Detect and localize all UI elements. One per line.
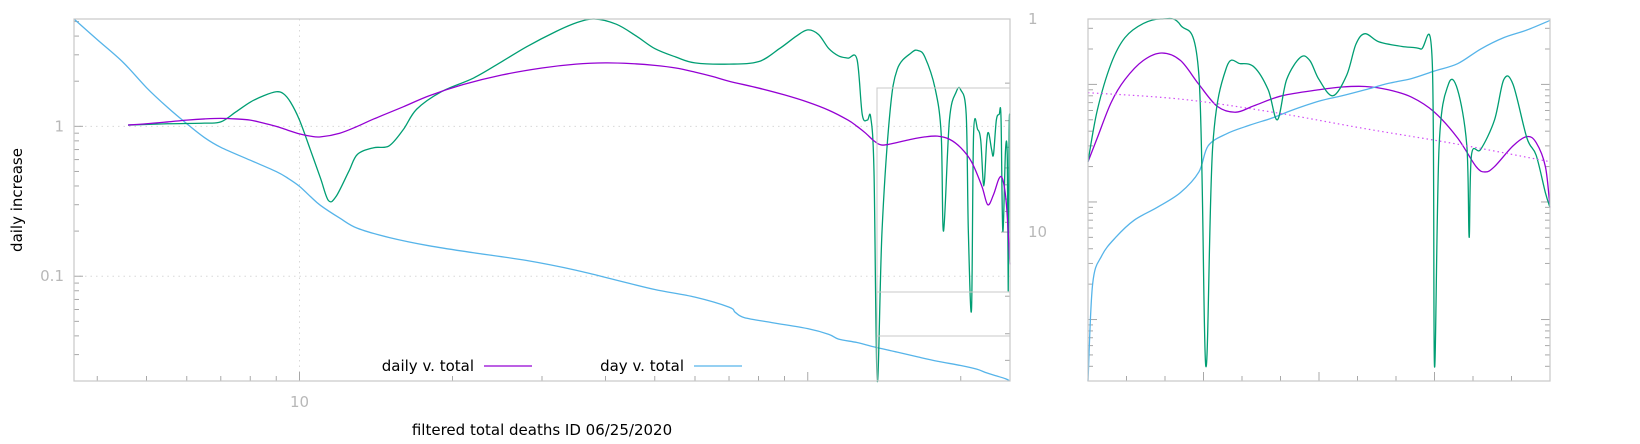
x-tick-label: 10 (290, 393, 309, 411)
inset-box (876, 87, 1011, 382)
main-plot-frame (73, 18, 1011, 382)
y2-tick-label: 10 (1028, 223, 1047, 241)
legend: daily v. total day v. total (382, 357, 742, 375)
series-daily-v-total-line (128, 62, 1011, 265)
series-unlabeled-line (128, 18, 1011, 382)
side-plot-ticks (1088, 27, 1550, 382)
side-plot (1087, 17, 1551, 382)
y-axis-label: daily increase (8, 148, 26, 252)
y2-tick-label: 1 (1028, 10, 1038, 28)
side-plot-frame (1087, 18, 1551, 382)
y-tick-label: 0.1 (40, 267, 64, 285)
main-plot: 1 0.1 1 10 10 daily increase filtered total … (8, 10, 1047, 439)
side-series-3-line (1087, 92, 1551, 163)
side-series-1-line (1087, 19, 1551, 382)
legend-label-daily-v-total: daily v. total (382, 357, 474, 375)
side-series-2-line (1087, 17, 1551, 368)
legend-label-day-v-total: day v. total (600, 357, 684, 375)
main-plot-tick-labels: 1 0.1 1 10 10 (40, 10, 1047, 411)
side-series-0-line (1087, 52, 1551, 208)
side-plot-series (1087, 17, 1551, 382)
x-axis-label: filtered total deaths ID 06/25/2020 (412, 421, 672, 439)
inset-boxes (876, 87, 1011, 382)
main-plot-ticks (74, 18, 1010, 382)
series-day-v-total-line (73, 18, 1011, 382)
main-plot-series (73, 18, 1011, 382)
y-tick-label: 1 (54, 117, 64, 135)
main-plot-grid (74, 19, 1010, 381)
